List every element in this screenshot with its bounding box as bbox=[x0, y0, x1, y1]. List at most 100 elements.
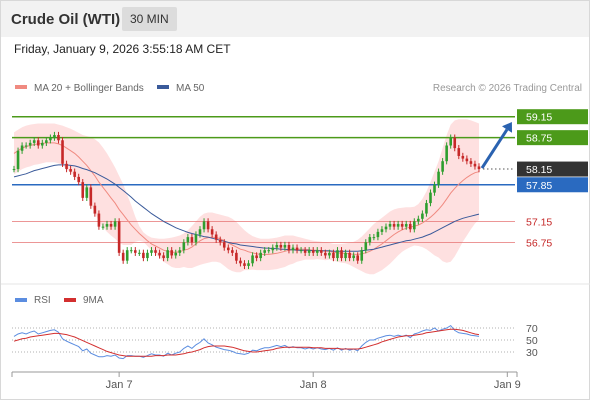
candle bbox=[425, 199, 428, 217]
candle-body bbox=[449, 137, 452, 146]
candle-body bbox=[380, 229, 384, 232]
candle-body bbox=[154, 250, 157, 253]
candle-body bbox=[461, 155, 465, 159]
bollinger-band-fill bbox=[14, 119, 479, 275]
candle-body bbox=[259, 252, 262, 259]
candle bbox=[109, 220, 113, 230]
candle bbox=[113, 218, 117, 230]
candle-body bbox=[247, 263, 250, 266]
candle-body bbox=[138, 252, 141, 254]
candle bbox=[81, 179, 85, 201]
level-tag-58-15: 58.15 bbox=[517, 161, 588, 177]
candle-body bbox=[251, 255, 254, 264]
candle bbox=[320, 247, 323, 256]
level-tag-bg bbox=[517, 109, 588, 125]
candle-body bbox=[283, 244, 287, 248]
candle-body bbox=[437, 171, 440, 185]
candle-body bbox=[69, 169, 72, 172]
candle-body bbox=[360, 250, 364, 261]
candle bbox=[344, 249, 347, 262]
candle-body bbox=[421, 213, 424, 219]
candle-body bbox=[73, 171, 76, 177]
level-tag-label: 58.15 bbox=[526, 164, 552, 176]
candle-body bbox=[408, 224, 412, 230]
candle-body bbox=[267, 250, 271, 252]
candle-body bbox=[231, 250, 234, 253]
candle-body bbox=[218, 239, 222, 243]
candle-body bbox=[417, 218, 420, 222]
candle-body bbox=[372, 237, 376, 239]
candle bbox=[259, 249, 262, 262]
ma50-line bbox=[13, 164, 480, 252]
candles bbox=[12, 131, 481, 270]
candle bbox=[218, 236, 222, 246]
candle-body bbox=[222, 242, 226, 248]
candle-body bbox=[162, 255, 165, 259]
candle bbox=[162, 252, 165, 262]
candle bbox=[267, 247, 271, 254]
rsi-tick-label: 70 bbox=[526, 323, 538, 335]
candle bbox=[287, 241, 291, 254]
candle-body bbox=[303, 250, 307, 253]
candle bbox=[396, 220, 400, 230]
candle bbox=[421, 210, 424, 222]
candle-body bbox=[271, 247, 275, 251]
level-tag-59-15: 59.15 bbox=[517, 109, 588, 125]
x-axis: Jan 7 Jan 8 Jan 9 bbox=[11, 372, 521, 391]
candle bbox=[400, 220, 404, 230]
candle-body bbox=[311, 250, 315, 253]
candle-body bbox=[396, 224, 400, 227]
candle bbox=[41, 139, 44, 149]
candle-body bbox=[469, 161, 473, 164]
candle bbox=[352, 252, 355, 262]
candle-body bbox=[36, 140, 40, 146]
candle bbox=[182, 239, 186, 254]
candle bbox=[202, 218, 206, 233]
candle-body bbox=[194, 234, 198, 243]
candle-body bbox=[20, 145, 24, 151]
candle bbox=[170, 247, 173, 259]
candle bbox=[93, 202, 97, 217]
level-tag-bg bbox=[517, 130, 588, 146]
level-tag-58-75: 58.75 bbox=[517, 130, 588, 146]
candle bbox=[57, 131, 60, 144]
x-tick-label: Jan 9 bbox=[494, 379, 521, 391]
candle-body bbox=[125, 250, 129, 261]
candle bbox=[206, 218, 210, 233]
candle bbox=[117, 218, 121, 256]
candle bbox=[239, 257, 242, 267]
candle bbox=[255, 252, 258, 262]
legend-swatch-ma50 bbox=[157, 85, 169, 89]
candle bbox=[251, 252, 254, 267]
candle-body bbox=[328, 252, 331, 256]
candle-body bbox=[158, 252, 161, 256]
candle bbox=[299, 247, 303, 254]
candle bbox=[271, 244, 275, 254]
candle bbox=[356, 252, 359, 264]
candle bbox=[138, 249, 141, 256]
legend-label-9ma: 9MA bbox=[83, 295, 104, 306]
rsi-tick-label: 30 bbox=[526, 347, 538, 359]
level-lines bbox=[12, 115, 515, 243]
candle bbox=[190, 233, 194, 246]
candle-body bbox=[202, 221, 206, 230]
candle-body bbox=[388, 224, 392, 227]
candle bbox=[158, 249, 161, 259]
legend-label-ma20: MA 20 + Bollinger Bands bbox=[34, 83, 144, 94]
candle-body bbox=[117, 221, 121, 253]
legend-swatch-rsi bbox=[15, 298, 27, 302]
candle-body bbox=[227, 247, 230, 251]
candle bbox=[16, 147, 20, 173]
candle-body bbox=[356, 255, 359, 261]
candle-body bbox=[134, 250, 137, 253]
candle bbox=[121, 249, 125, 264]
timeframe-button[interactable]: 30 MIN bbox=[122, 7, 177, 31]
candle-body bbox=[109, 224, 113, 227]
candle-body bbox=[89, 187, 93, 206]
candle bbox=[142, 249, 145, 262]
level-tag-label: 57.15 bbox=[526, 216, 552, 228]
candle bbox=[105, 220, 109, 230]
level-tag-label: 57.85 bbox=[526, 180, 552, 192]
